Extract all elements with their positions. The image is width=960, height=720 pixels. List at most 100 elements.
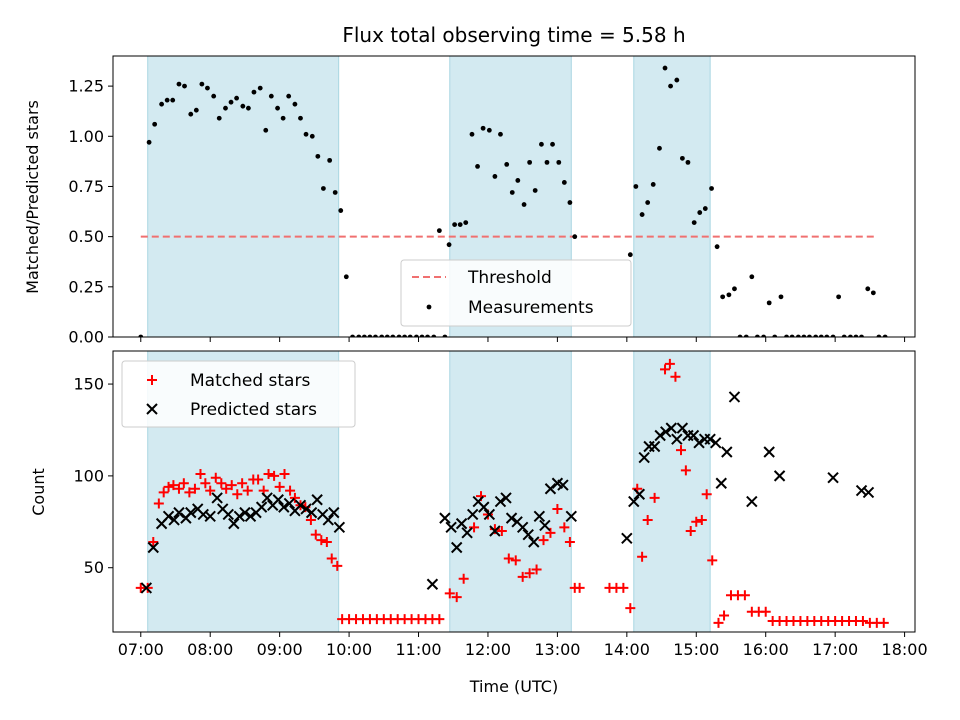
axes-frame bbox=[112, 55, 916, 338]
predicted-star-point bbox=[140, 582, 153, 594]
measurement-point bbox=[561, 180, 567, 185]
predicted-star-point bbox=[746, 495, 758, 508]
measurement-point bbox=[726, 292, 732, 298]
measurement-point bbox=[469, 131, 475, 137]
matched-star-point bbox=[660, 364, 671, 375]
measurement-point bbox=[457, 222, 463, 228]
matched-star-point bbox=[701, 489, 712, 500]
x-tick-label: 09:00 bbox=[257, 640, 303, 659]
matched-star-point bbox=[685, 525, 696, 536]
x-tick-label: 10:00 bbox=[326, 640, 372, 659]
predicted-star-point bbox=[557, 479, 569, 491]
measurement-point bbox=[754, 334, 760, 337]
measurement-point bbox=[772, 334, 778, 337]
matched-star-point bbox=[242, 485, 253, 496]
chart-title: Flux total observing time = 5.58 h bbox=[342, 23, 685, 47]
matched-star-point bbox=[226, 480, 237, 491]
matched-star-point bbox=[285, 485, 296, 496]
measurement-point bbox=[480, 125, 486, 131]
predicted-star-point bbox=[228, 517, 240, 530]
matched-star-point bbox=[451, 592, 462, 603]
matched-star-point bbox=[263, 469, 274, 480]
matched-star-point bbox=[637, 551, 648, 562]
matched-star-point bbox=[205, 485, 216, 496]
measurement-point bbox=[138, 334, 144, 337]
measurement-point bbox=[720, 294, 726, 300]
measurement-point bbox=[350, 334, 355, 337]
measurement-point bbox=[211, 93, 217, 99]
measurement-point bbox=[766, 300, 772, 306]
measurement-point bbox=[789, 334, 795, 337]
measurement-point bbox=[743, 334, 749, 337]
measurement-point bbox=[436, 228, 442, 234]
measurement-point bbox=[824, 334, 830, 337]
predicted-star-point bbox=[763, 446, 775, 458]
measurement-point bbox=[407, 334, 413, 337]
matched-star-point bbox=[545, 527, 556, 538]
measurement-point bbox=[384, 334, 390, 337]
matched-star-point bbox=[216, 478, 227, 489]
predicted-star-point bbox=[445, 521, 457, 534]
measurement-point bbox=[870, 290, 876, 296]
matched-star-point bbox=[148, 537, 159, 548]
predicted-star-point bbox=[197, 508, 209, 521]
measurement-point bbox=[193, 107, 199, 113]
measurement-point bbox=[532, 188, 538, 193]
measurement-point bbox=[152, 121, 158, 127]
measurement-point bbox=[784, 334, 789, 337]
measurement-point bbox=[275, 105, 280, 111]
legend-matched-swatch bbox=[147, 375, 157, 385]
bottom-y-axis-label: Count bbox=[29, 468, 48, 516]
measurement-point bbox=[379, 334, 385, 337]
matched-star-point bbox=[200, 478, 211, 489]
predicted-star-point bbox=[426, 578, 439, 590]
matched-star-point bbox=[707, 555, 718, 566]
measurement-point bbox=[234, 95, 239, 101]
predicted-star-point bbox=[516, 521, 529, 534]
x-tick-label: 15:00 bbox=[673, 640, 719, 659]
matched-star-point bbox=[625, 603, 636, 614]
y-tick-label: 1.25 bbox=[68, 77, 104, 96]
measurement-point bbox=[691, 220, 697, 225]
measurement-point bbox=[164, 97, 170, 103]
predicted-star-point bbox=[693, 437, 705, 449]
matched-star-point bbox=[168, 480, 179, 491]
x-axis-label: Time (UTC) bbox=[469, 677, 558, 696]
matched-star-point bbox=[503, 553, 514, 564]
matched-star-point bbox=[310, 529, 321, 540]
predicted-star-point bbox=[710, 437, 722, 449]
matched-star-point bbox=[538, 535, 549, 546]
measurement-point bbox=[650, 182, 656, 187]
matched-star-point bbox=[434, 614, 445, 625]
measurement-point bbox=[251, 89, 257, 95]
measurement-point bbox=[367, 334, 373, 337]
measurement-point bbox=[263, 127, 269, 133]
top-y-axis-label: Matched/Predicted stars bbox=[23, 100, 42, 294]
measurement-point bbox=[268, 93, 274, 99]
predicted-star-point bbox=[283, 497, 296, 510]
matched-star-point bbox=[232, 489, 243, 500]
measurement-point bbox=[795, 334, 801, 337]
measurement-point bbox=[216, 115, 222, 121]
matched-star-point bbox=[664, 358, 675, 369]
predicted-star-point bbox=[311, 494, 323, 506]
measurement-point bbox=[550, 141, 555, 147]
predicted-star-point bbox=[489, 525, 501, 537]
predicted-star-point bbox=[294, 499, 307, 511]
predicted-star-point bbox=[855, 484, 868, 497]
measurement-point bbox=[567, 200, 573, 205]
y-tick-label: 0.50 bbox=[68, 227, 104, 246]
predicted-star-point bbox=[621, 532, 633, 545]
matched-star-point bbox=[713, 617, 724, 628]
measurement-point bbox=[859, 334, 864, 337]
observing-window-band bbox=[147, 55, 340, 338]
matched-star-point bbox=[564, 537, 575, 548]
measurement-point bbox=[801, 334, 807, 337]
y-tick-label: 0.00 bbox=[68, 328, 104, 347]
measurement-point bbox=[298, 115, 303, 121]
measurement-point bbox=[685, 159, 691, 165]
predicted-star-point bbox=[173, 506, 185, 519]
matched-star-point bbox=[305, 514, 316, 525]
predicted-star-point bbox=[261, 492, 273, 504]
predicted-star-point bbox=[305, 506, 318, 519]
